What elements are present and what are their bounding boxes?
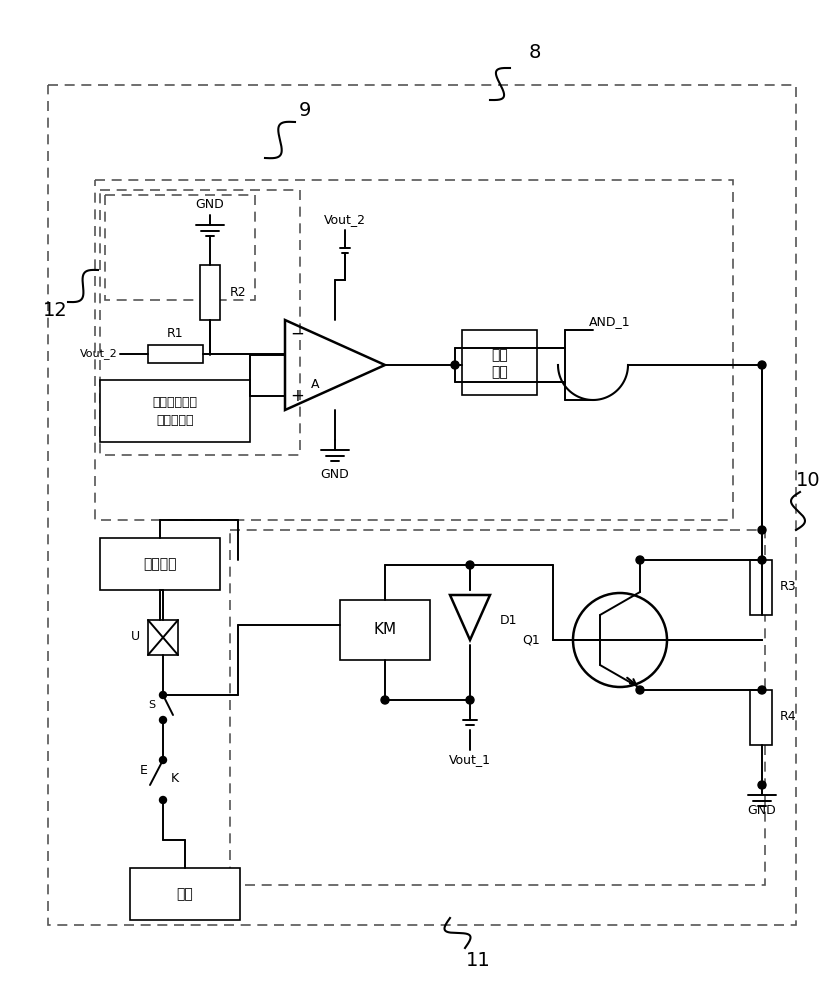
Circle shape (160, 756, 166, 764)
Bar (95, 180, 733, 520)
Text: R4: R4 (780, 710, 797, 724)
Text: AND_1: AND_1 (589, 316, 631, 328)
Text: 件测得电压: 件测得电压 (156, 414, 194, 426)
Text: 压力传感器组: 压力传感器组 (152, 396, 197, 410)
Bar (100, 538, 220, 590)
Circle shape (758, 781, 766, 789)
Circle shape (466, 561, 474, 569)
Circle shape (160, 796, 166, 804)
Text: Q1: Q1 (522, 634, 540, 647)
Text: R3: R3 (780, 580, 797, 593)
Bar (750, 560, 772, 615)
Text: K: K (171, 772, 179, 784)
Text: +: + (290, 387, 304, 405)
Circle shape (758, 361, 766, 369)
Text: D1: D1 (500, 613, 517, 626)
Text: GND: GND (747, 804, 777, 816)
Bar (100, 190, 300, 455)
Text: 交流电源: 交流电源 (143, 557, 176, 571)
Text: 电路: 电路 (492, 365, 508, 379)
Text: E: E (140, 764, 148, 776)
Text: 10: 10 (796, 471, 820, 489)
Text: A: A (311, 378, 319, 391)
Bar (48, 85, 796, 925)
Circle shape (160, 716, 166, 724)
Text: R1: R1 (166, 327, 183, 340)
Text: S: S (148, 700, 155, 710)
Bar (148, 345, 203, 363)
Bar (105, 195, 255, 300)
Circle shape (466, 696, 474, 704)
Circle shape (758, 556, 766, 564)
Circle shape (636, 686, 644, 694)
Text: R2: R2 (230, 286, 247, 298)
Text: 11: 11 (466, 950, 491, 970)
Circle shape (381, 696, 389, 704)
Bar (462, 330, 537, 395)
Text: 电机: 电机 (176, 887, 193, 901)
Bar (230, 530, 765, 885)
Text: Vout_2: Vout_2 (80, 349, 118, 359)
Text: U: U (131, 631, 140, 644)
Text: GND: GND (321, 468, 349, 482)
Text: 12: 12 (43, 300, 68, 320)
Circle shape (758, 686, 766, 694)
Bar (100, 380, 250, 442)
Bar (130, 868, 240, 920)
Text: 8: 8 (529, 42, 541, 62)
Text: −: − (290, 325, 304, 343)
Bar (750, 690, 772, 745)
Circle shape (758, 526, 766, 534)
Text: Vout_2: Vout_2 (324, 214, 366, 227)
Bar (148, 620, 178, 655)
Text: 延时: 延时 (492, 348, 508, 362)
Circle shape (160, 692, 166, 698)
Text: KM: KM (374, 622, 396, 638)
Circle shape (451, 361, 459, 369)
Circle shape (636, 556, 644, 564)
Text: 9: 9 (298, 101, 311, 119)
Bar (340, 600, 430, 660)
Bar (200, 265, 220, 320)
Text: Vout_1: Vout_1 (449, 754, 491, 766)
Text: GND: GND (196, 198, 224, 212)
